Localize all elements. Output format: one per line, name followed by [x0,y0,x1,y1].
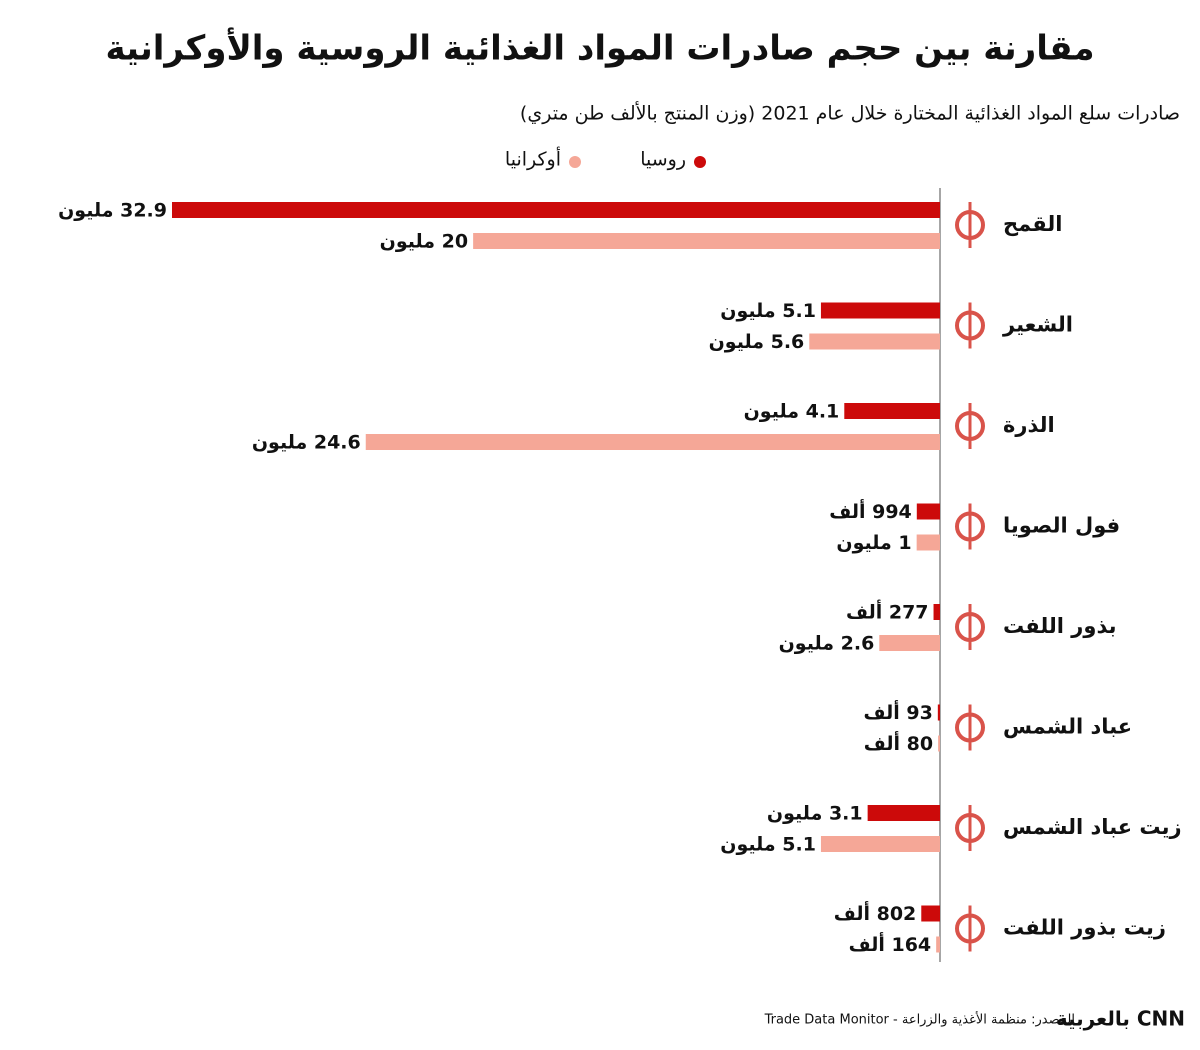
value-label: 3.1 مليون [767,803,863,825]
bar [365,434,941,450]
logo: CNN بالعربية [1056,1007,1185,1031]
bar [936,936,940,953]
value-label: 994 ألف [829,499,912,523]
value-label: 802 ألف [834,901,917,925]
bar [937,704,940,721]
value-label: 5.6 مليون [709,331,805,353]
bar [820,302,940,319]
value-label: 24.6 مليون [252,432,361,454]
category-label: زيت بذور اللفت [1003,916,1166,940]
value-label: 164 ألف [849,932,932,956]
bar [916,534,940,551]
legend-label: روسيا [640,149,686,171]
category-label: زيت عباد الشمس [1003,815,1182,839]
value-label: 1 مليون [836,532,911,554]
bar [820,836,940,852]
value-label: 32.9 مليون [58,200,167,222]
bar [879,635,940,651]
legend-marker [694,156,706,168]
value-label: 80 ألف [864,731,933,755]
legend-marker [569,156,581,168]
bar [921,905,940,922]
source: المصدر: منظمة الأغذية والزراعة - Trade D… [764,1011,1075,1028]
legend-label: أوكرانيا [505,147,561,171]
bar [867,805,940,821]
category-label: بذور اللفت [1003,614,1116,638]
bar [916,503,940,520]
value-label: 20 مليون [380,231,468,253]
category-label: عباد الشمس [1003,715,1132,739]
value-label: 2.6 مليون [779,633,875,655]
chart-title: مقارنة بين حجم صادرات المواد الغذائية ال… [105,27,1094,69]
category-label: الشعير [1002,313,1073,337]
category-label: الذرة [1003,413,1055,437]
value-label: 277 ألف [846,600,929,624]
value-label: 5.1 مليون [720,300,816,322]
bar [933,604,940,620]
bar [844,403,940,419]
value-label: 5.1 مليون [720,834,816,856]
bar [809,333,940,350]
category-label: القمح [1003,212,1062,236]
category-label: فول الصويا [1003,514,1120,538]
chart-subtitle: صادرات سلع المواد الغذائية المختارة خلال… [520,102,1180,125]
value-label: 4.1 مليون [744,401,840,423]
bar [938,735,940,752]
value-label: 93 ألف [863,700,932,724]
bar [172,202,940,218]
bar [473,233,940,249]
